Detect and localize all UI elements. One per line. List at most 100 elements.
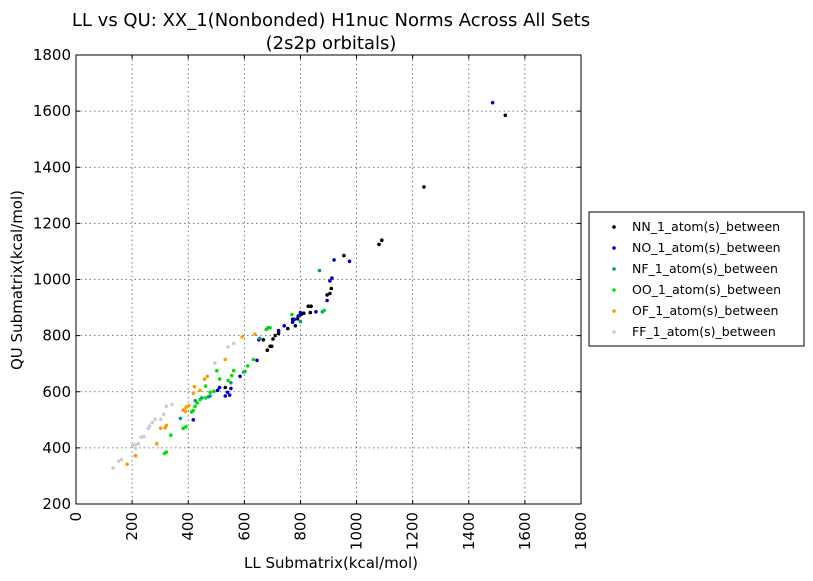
data-point [325,293,329,297]
data-point [198,388,202,393]
data-point [162,451,167,456]
legend-label: NO_1_atom(s)_between [632,240,781,255]
data-point [193,404,197,409]
data-point [328,291,332,296]
data-point [290,312,294,317]
data-point [329,286,334,291]
legend-label: NN_1_atom(s)_between [632,219,780,234]
legend: NN_1_atom(s)_between NO_1_atom(s)_between… [588,211,805,347]
legend-label: FF_1_atom(s)_between [632,324,776,339]
x-axis-label: LL Submatrix(kcal/mol) [244,554,418,572]
data-point [139,435,143,440]
data-point [133,446,138,451]
data-point [205,374,210,379]
data-point [119,457,124,462]
data-point [229,373,234,378]
x-tick-label: 200 [123,512,141,541]
x-tick-label: 600 [235,512,253,541]
data-point [251,357,256,362]
series-0 [223,113,508,390]
data-point [153,417,157,422]
data-point [309,304,313,309]
legend-box [588,211,805,347]
data-point [302,311,306,316]
data-point [187,404,191,408]
y-tick-label: 600 [42,383,71,401]
chart-subtitle: (2s2p orbitals) [266,33,397,54]
data-point [202,377,207,381]
series-4 [125,332,257,467]
data-point [163,425,167,430]
data-point [223,385,228,390]
data-point [298,310,303,315]
y-tick-label: 800 [42,327,71,345]
data-point [245,364,250,368]
data-point [229,381,233,385]
data-point [213,361,217,365]
data-point [206,395,211,399]
x-tick-label: 1800 [572,512,590,550]
data-point [226,378,230,383]
data-point [273,333,278,338]
data-point [347,259,352,264]
data-point [308,310,313,315]
data-point [158,417,163,422]
data-point [161,412,166,417]
data-point [133,442,138,447]
data-point [317,268,322,273]
data-point [164,404,169,409]
y-tick-label: 1600 [33,102,71,120]
data-point [271,337,275,341]
data-point [286,326,290,331]
data-point [255,358,259,363]
data-point [328,279,332,283]
data-point [253,332,257,337]
x-tick-label: 1400 [460,512,478,550]
data-point [130,443,135,448]
data-point [290,320,295,325]
y-axis-label: QU Submatrix(kcal/mol) [8,190,26,370]
data-point [150,420,155,425]
data-point [314,310,318,314]
data-point [276,331,281,336]
data-point [169,433,173,438]
legend-label: OO_1_atom(s)_between [632,282,781,297]
data-point [330,276,334,280]
data-point [231,368,236,373]
data-point [191,418,196,422]
data-point [241,370,246,374]
data-point [292,317,297,322]
data-point [142,434,146,439]
series-3 [162,308,327,456]
data-point [240,335,244,339]
data-point [217,385,222,390]
data-point [268,326,272,330]
data-point [191,391,196,396]
y-tick-labels: 200 400 600 800 1000 1200 1400 1600 1800 [33,46,71,513]
data-point [265,348,270,353]
y-tick-label: 1200 [33,214,71,232]
data-point [490,100,495,105]
legend-label: OF_1_atom(s)_between [632,303,778,318]
legend-marker [612,330,616,334]
data-point [295,317,300,321]
legend-label: NF_1_atom(s)_between [632,261,778,276]
data-point [155,441,159,446]
x-tick-label: 1600 [516,512,534,550]
data-point [325,298,329,303]
data-point [195,401,199,405]
y-tick-label: 1000 [33,271,71,289]
data-point [203,396,208,400]
tick-marks [75,54,582,505]
data-point [184,405,188,410]
y-tick-label: 400 [42,439,71,457]
series-2 [178,268,325,421]
data-point [223,394,228,398]
data-point [192,384,197,389]
data-point [146,426,151,431]
data-point [276,328,281,333]
data-point [377,242,381,247]
data-point [225,390,230,395]
data-point [322,308,327,313]
